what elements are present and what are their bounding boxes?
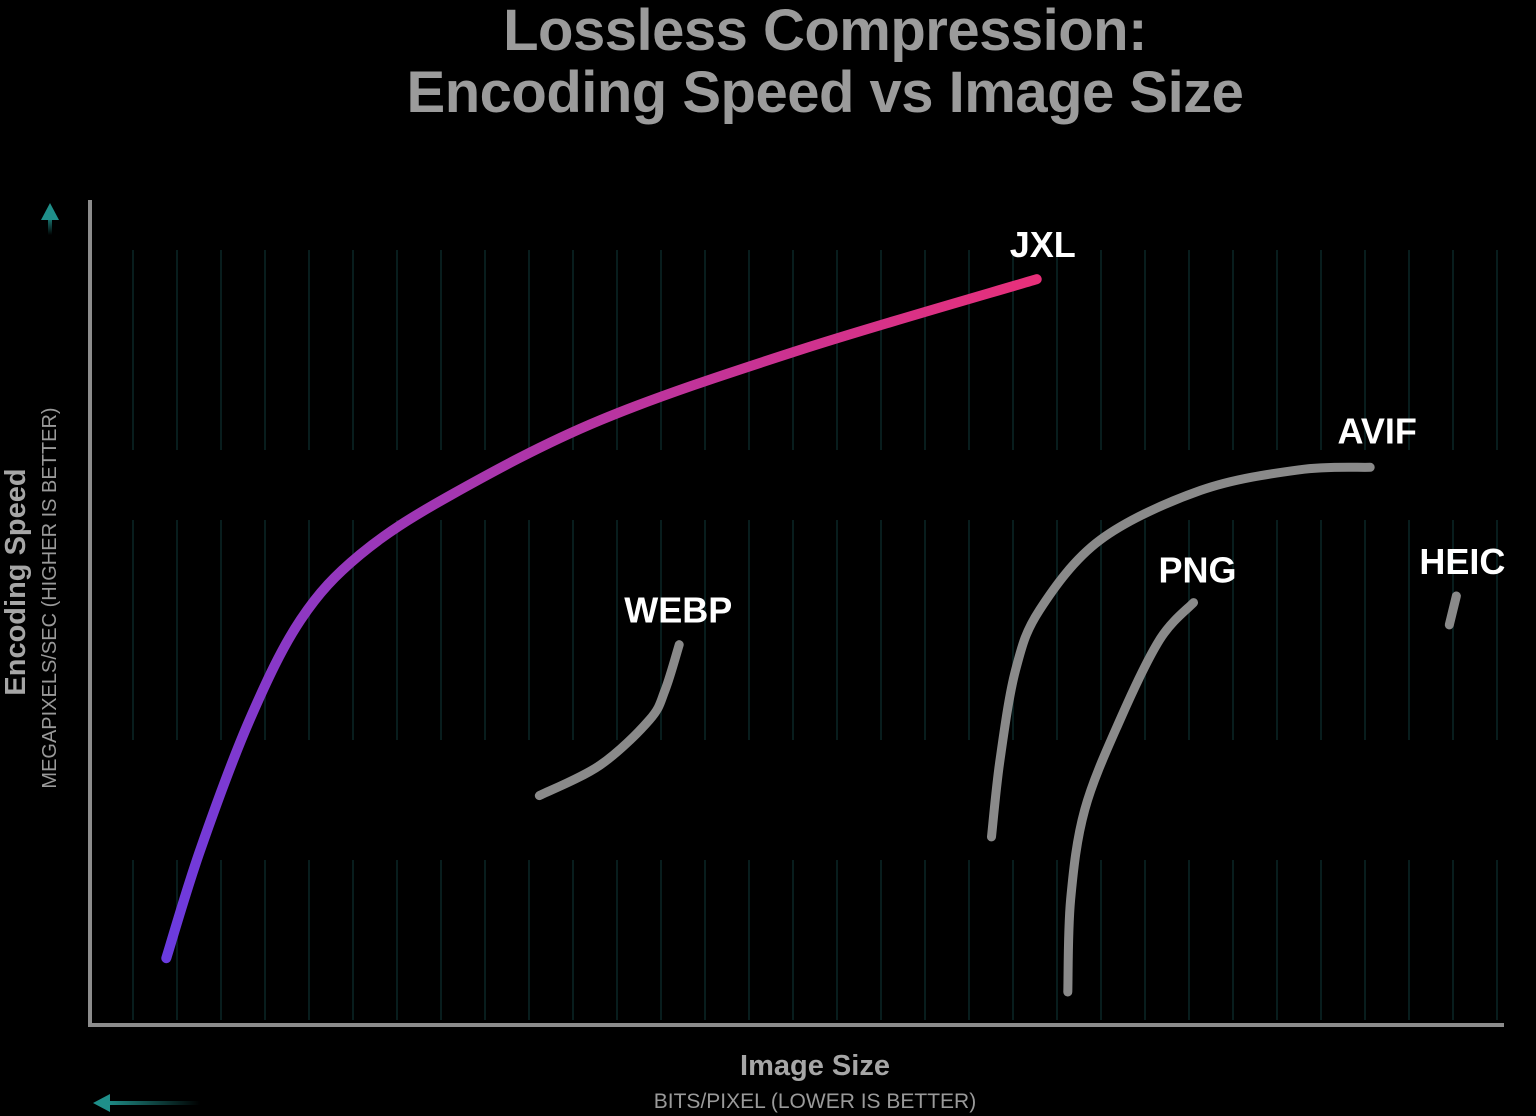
- chart-title-line-2: Encoding Speed vs Image Size: [406, 60, 1244, 125]
- x-axis-sublabel: BITS/PIXEL (LOWER IS BETTER): [653, 1090, 977, 1113]
- series-line-avif: [986, 462, 1375, 842]
- y-axis-sublabel: MEGAPIXELS/SEC (HIGHER IS BETTER): [39, 407, 61, 789]
- series-line-webp: [534, 640, 684, 801]
- series-label-webp: WEBP: [624, 590, 732, 631]
- x-arrow-left-icon: [93, 1094, 200, 1112]
- background-stripes: [115, 250, 1500, 1020]
- series-label-avif: AVIF: [1338, 410, 1417, 451]
- y-arrow-icon: [41, 203, 59, 235]
- series-label-jxl: JXL: [1010, 224, 1076, 265]
- y-axis-label: Encoding Speed: [0, 468, 32, 696]
- chart-title-line-1: Lossless Compression:: [503, 0, 1147, 63]
- chart-title: Lossless Compression: Encoding Speed vs …: [0, 0, 1536, 124]
- series-line-jxl: [161, 274, 1042, 964]
- axes: [41, 200, 1504, 1112]
- x-axis-label: Image Size: [740, 1050, 890, 1082]
- series-line-png: [1063, 598, 1199, 997]
- series-label-png: PNG: [1159, 550, 1237, 591]
- series-label-heic: HEIC: [1419, 541, 1505, 582]
- series-line-heic: [1444, 591, 1461, 630]
